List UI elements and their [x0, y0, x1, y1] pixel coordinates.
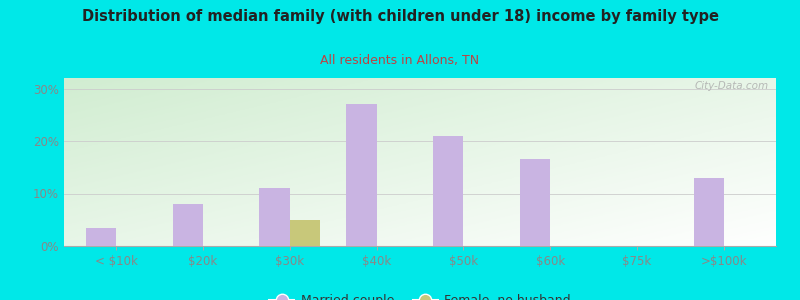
- Bar: [433, 136, 463, 246]
- Bar: [173, 204, 203, 246]
- Bar: [290, 220, 320, 246]
- Text: All residents in Allons, TN: All residents in Allons, TN: [321, 54, 479, 67]
- Text: Distribution of median family (with children under 18) income by family type: Distribution of median family (with chil…: [82, 9, 718, 24]
- Bar: [694, 178, 724, 246]
- Text: City-Data.com: City-Data.com: [694, 81, 769, 92]
- Bar: [346, 104, 377, 246]
- Legend: Married couple, Female, no husband: Married couple, Female, no husband: [264, 289, 576, 300]
- Bar: [520, 159, 550, 246]
- Bar: [86, 228, 116, 246]
- Bar: [259, 188, 290, 246]
